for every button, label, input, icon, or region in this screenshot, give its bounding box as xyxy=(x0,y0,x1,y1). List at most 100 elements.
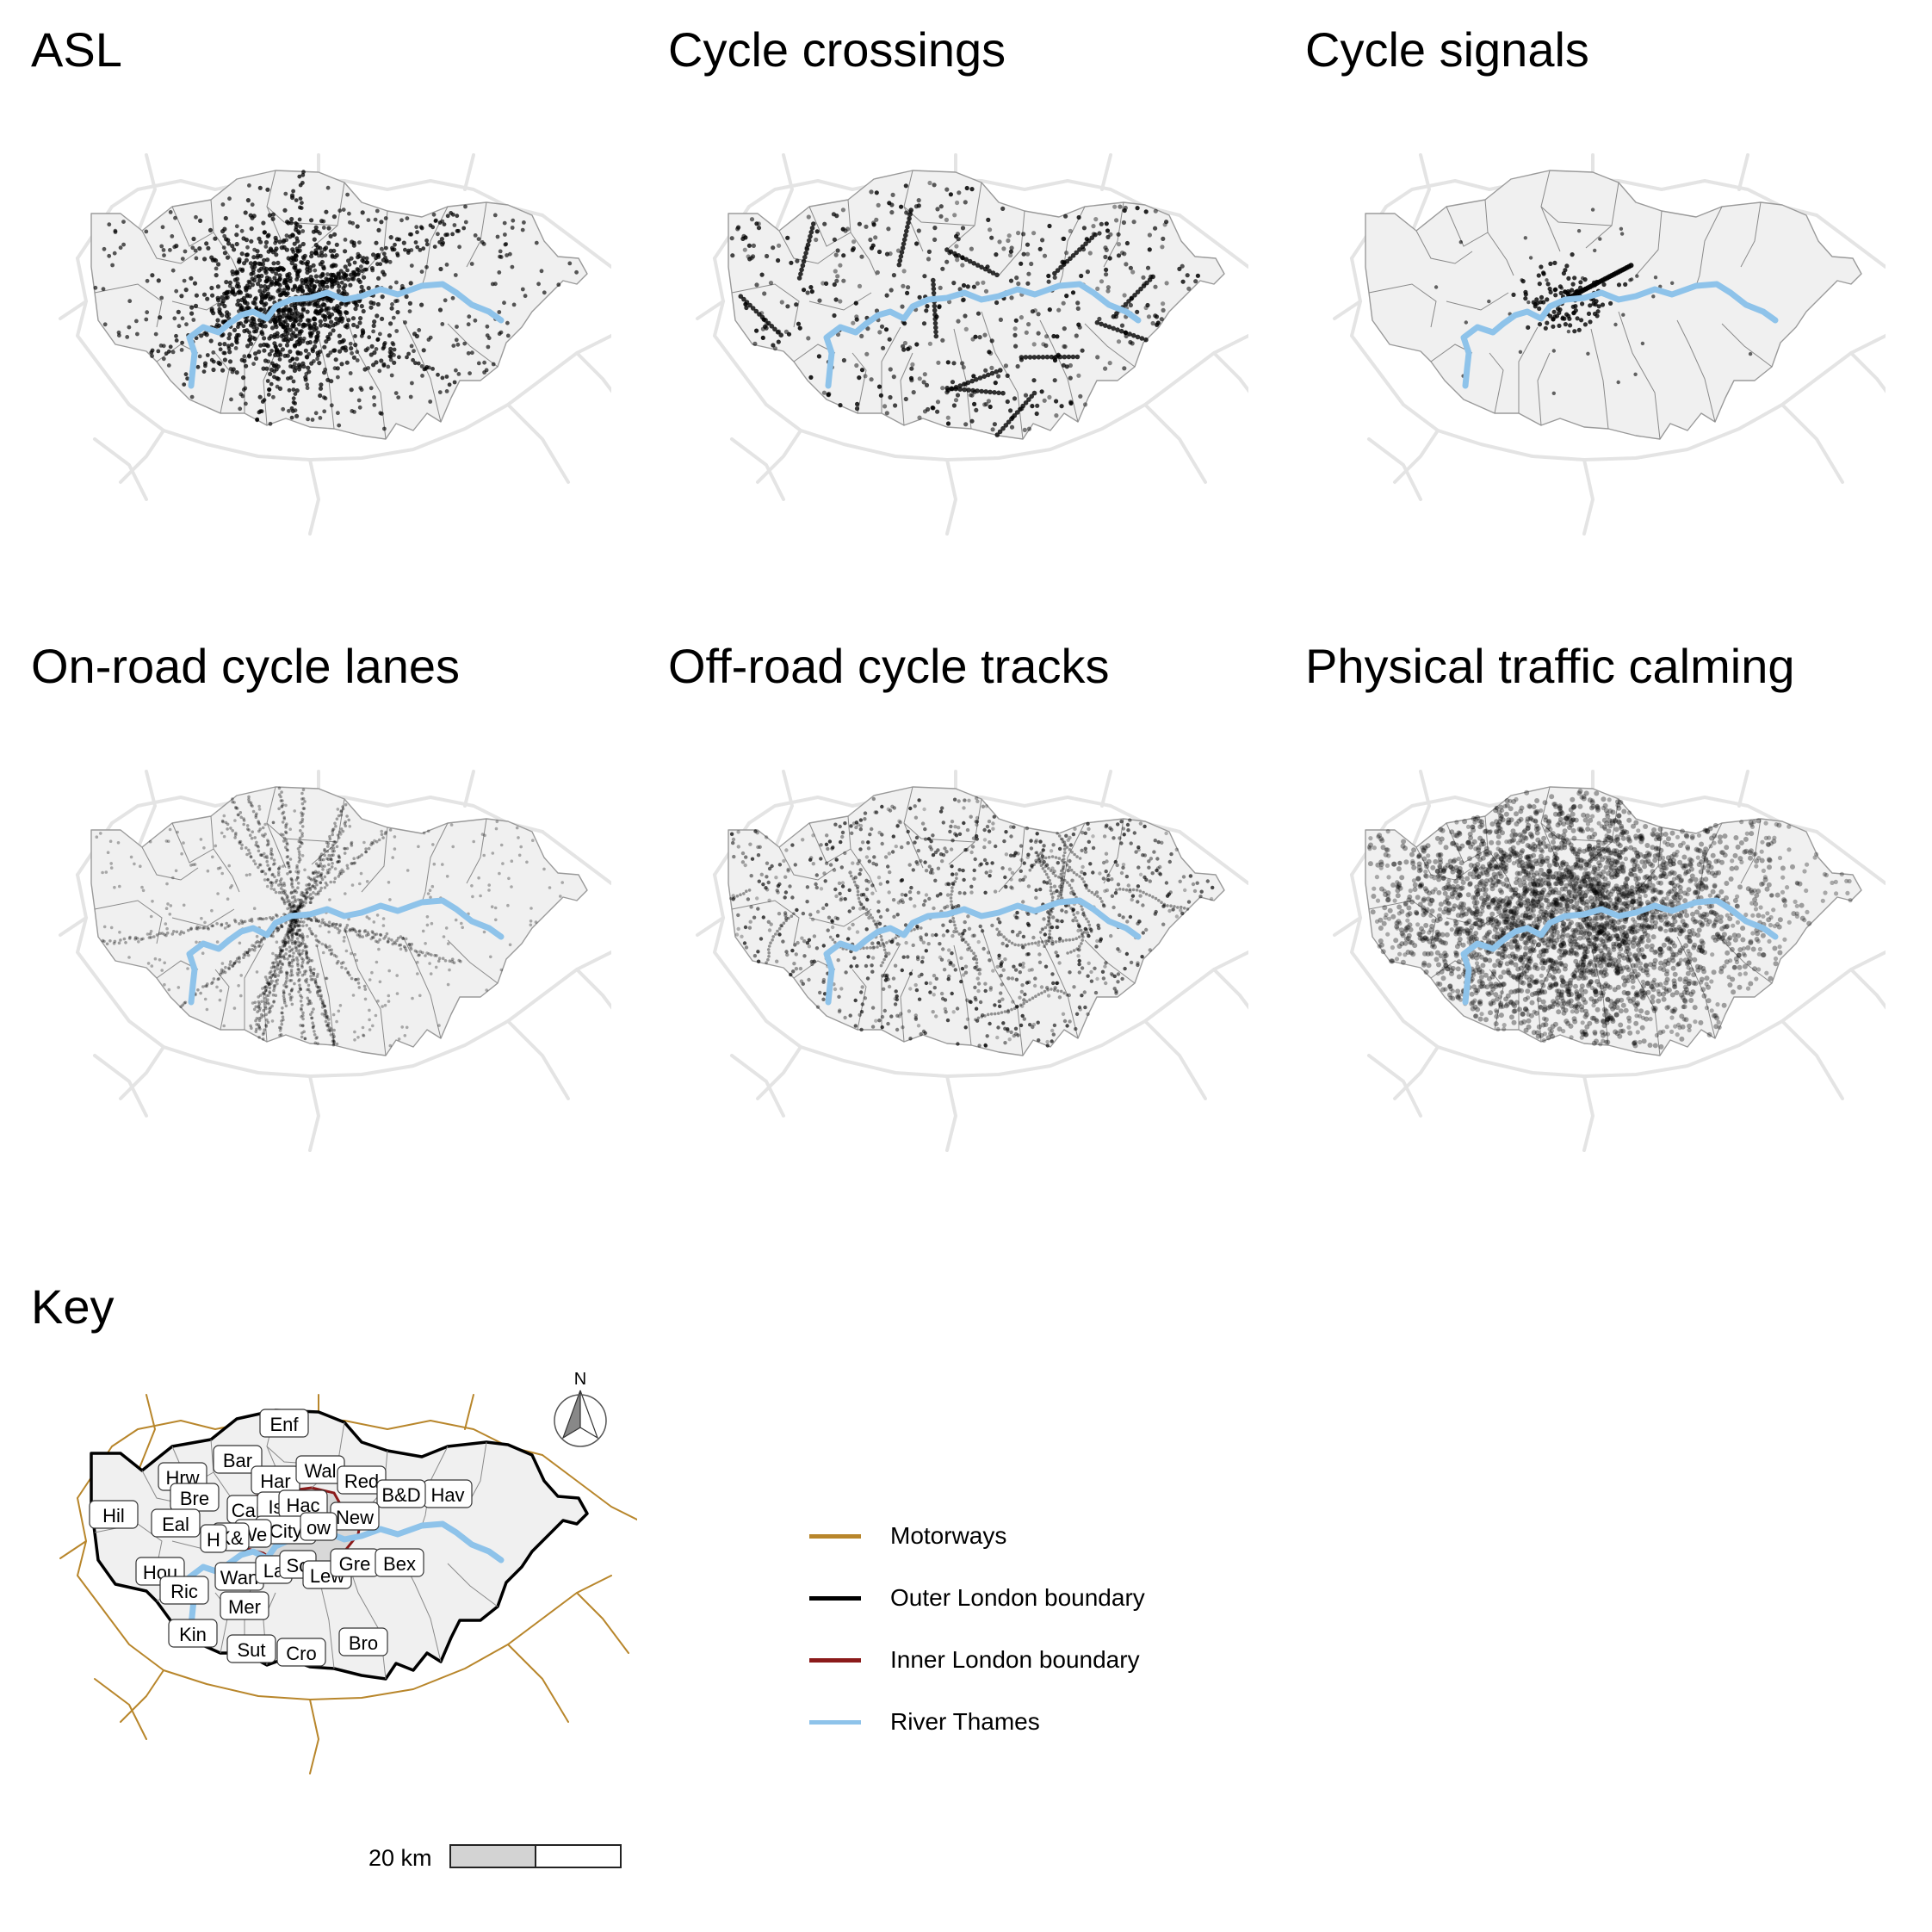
point-mark xyxy=(855,930,860,934)
point-mark xyxy=(309,978,313,981)
point-mark xyxy=(284,985,288,989)
point-mark xyxy=(247,797,251,802)
point-mark xyxy=(287,926,291,931)
point-mark xyxy=(282,864,285,868)
point-mark xyxy=(421,246,426,251)
point-mark xyxy=(430,225,436,230)
point-mark xyxy=(234,241,239,247)
point-mark xyxy=(380,833,384,837)
point-mark xyxy=(193,248,198,253)
point-mark xyxy=(284,823,288,827)
point-mark xyxy=(805,900,809,904)
point-mark xyxy=(280,1019,283,1023)
point-mark xyxy=(473,318,478,323)
point-mark xyxy=(1161,922,1166,926)
point-mark xyxy=(1186,900,1192,904)
point-mark xyxy=(445,214,450,219)
point-mark xyxy=(808,375,814,380)
point-mark xyxy=(150,354,155,358)
point-mark xyxy=(262,265,267,270)
point-mark xyxy=(337,854,341,858)
point-mark xyxy=(196,988,200,992)
point-mark xyxy=(342,961,345,964)
point-mark xyxy=(1077,1005,1082,1010)
point-mark xyxy=(257,804,261,808)
point-mark xyxy=(772,326,777,332)
point-mark xyxy=(838,403,843,408)
point-mark xyxy=(274,957,278,961)
point-mark xyxy=(294,388,300,393)
point-mark xyxy=(1074,354,1081,360)
point-mark xyxy=(1023,400,1029,406)
point-mark xyxy=(153,957,158,961)
point-mark xyxy=(1619,226,1624,231)
point-mark xyxy=(272,961,276,964)
point-mark xyxy=(1118,204,1123,209)
point-mark xyxy=(303,868,307,872)
point-mark xyxy=(319,873,323,877)
point-mark xyxy=(294,920,298,924)
point-mark xyxy=(1044,863,1050,867)
point-mark xyxy=(1586,351,1590,356)
point-mark xyxy=(302,807,307,810)
point-mark xyxy=(252,907,257,910)
point-mark xyxy=(231,797,234,801)
point-mark xyxy=(307,988,311,992)
point-mark xyxy=(311,884,315,888)
point-mark xyxy=(299,329,304,334)
point-mark xyxy=(297,979,300,982)
point-mark xyxy=(1104,961,1108,965)
point-mark xyxy=(429,895,432,899)
point-mark xyxy=(261,987,264,990)
point-mark xyxy=(288,858,293,861)
point-mark xyxy=(245,252,250,257)
motorway-line xyxy=(945,1074,957,1152)
point-mark xyxy=(179,1005,183,1008)
point-mark xyxy=(854,406,860,412)
motorway-line xyxy=(696,916,725,937)
point-mark xyxy=(339,871,344,876)
borough-boundary xyxy=(731,900,800,944)
point-mark xyxy=(263,245,269,249)
point-mark xyxy=(374,1013,378,1018)
point-mark xyxy=(320,297,325,302)
point-mark xyxy=(282,940,286,944)
point-mark xyxy=(300,932,304,936)
point-mark xyxy=(951,403,957,408)
point-mark xyxy=(253,1000,257,1005)
borough-boundary xyxy=(953,944,972,1046)
point-mark xyxy=(279,887,283,890)
point-mark xyxy=(794,967,799,971)
point-mark xyxy=(301,900,306,904)
point-mark xyxy=(319,854,323,858)
point-mark xyxy=(300,941,305,945)
point-mark xyxy=(1164,220,1169,225)
point-mark xyxy=(1006,419,1012,425)
point-mark xyxy=(329,1027,333,1031)
point-mark xyxy=(413,240,418,245)
point-mark xyxy=(249,801,253,805)
point-mark xyxy=(1077,325,1082,330)
point-mark xyxy=(281,939,285,943)
point-mark xyxy=(916,1024,921,1028)
point-mark xyxy=(1056,919,1061,924)
point-mark xyxy=(253,836,257,839)
point-mark xyxy=(316,972,319,976)
point-mark xyxy=(345,268,350,273)
point-mark xyxy=(292,927,295,932)
point-mark xyxy=(266,878,269,882)
point-mark xyxy=(239,815,243,820)
borough-boundary xyxy=(1058,206,1086,287)
point-mark xyxy=(324,976,328,981)
point-mark xyxy=(1014,915,1019,920)
point-mark xyxy=(295,956,299,960)
point-mark xyxy=(282,955,286,959)
point-mark xyxy=(825,833,829,838)
point-mark xyxy=(289,920,293,925)
point-mark xyxy=(217,309,222,314)
point-mark xyxy=(457,958,461,963)
point-mark xyxy=(863,811,868,815)
point-mark xyxy=(854,317,859,322)
point-mark xyxy=(227,967,231,971)
point-mark xyxy=(395,992,399,995)
